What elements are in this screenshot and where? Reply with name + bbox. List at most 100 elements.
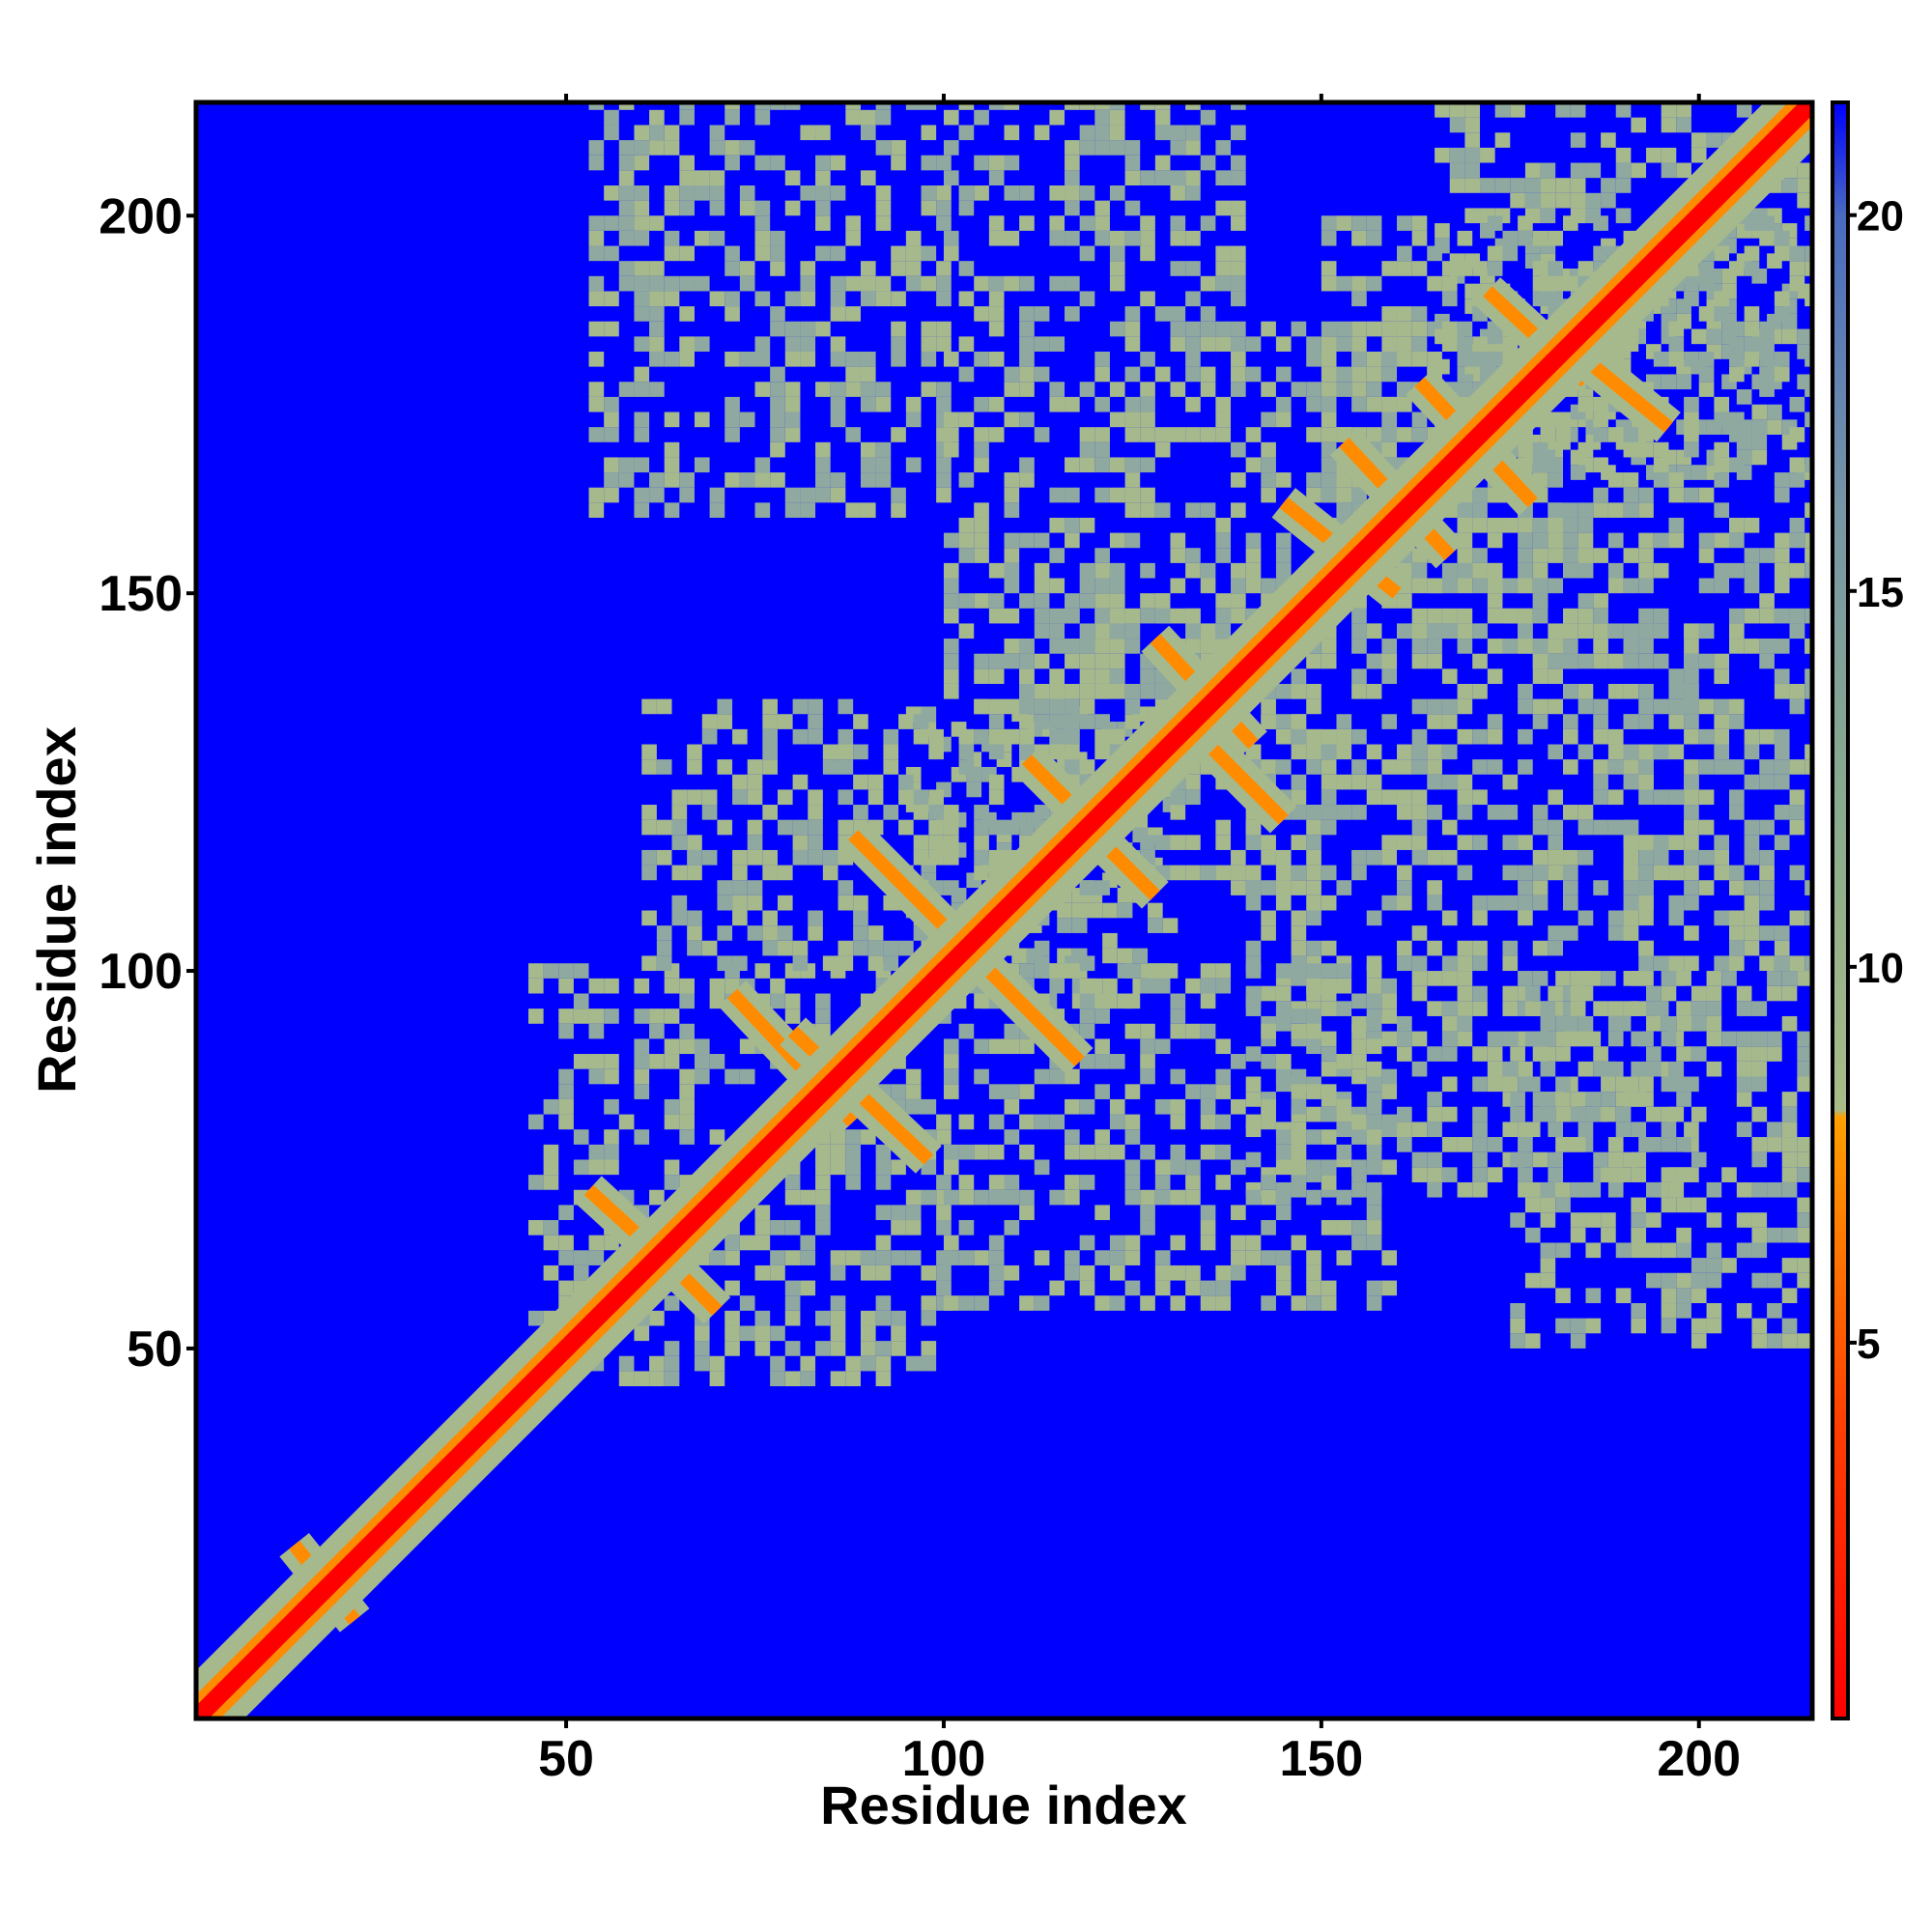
halo-cell: [649, 1189, 665, 1206]
halo-cell: [1661, 1303, 1677, 1319]
halo-cell: [634, 1009, 650, 1024]
halo-cell: [604, 291, 619, 307]
halo-cell: [1366, 1220, 1382, 1236]
halo-cell: [732, 865, 748, 881]
halo-cell: [1532, 578, 1548, 594]
halo-cell: [958, 548, 975, 563]
halo-cell: [1570, 132, 1586, 148]
halo-cell: [588, 291, 605, 307]
halo-cell: [1049, 215, 1065, 231]
halo-cell: [1336, 728, 1352, 745]
halo-cell: [641, 744, 657, 760]
halo-cell: [754, 963, 771, 979]
halo-cell: [649, 109, 665, 126]
halo-cell: [1154, 593, 1171, 609]
halo-cell: [1381, 306, 1398, 322]
halo-cell: [1140, 593, 1155, 609]
halo-cell: [1079, 1098, 1095, 1115]
halo-cell: [958, 1114, 975, 1130]
halo-cell: [1706, 328, 1722, 345]
halo-cell: [845, 102, 861, 110]
halo-cell: [1577, 593, 1594, 609]
halo-cell: [815, 200, 831, 216]
halo-cell: [724, 427, 740, 442]
halo-cell: [1094, 608, 1110, 624]
halo-cell: [875, 1159, 892, 1176]
halo-cell: [1231, 170, 1246, 185]
halo-cell: [974, 457, 989, 473]
halo-cell: [1321, 653, 1337, 669]
halo-cell: [1751, 449, 1768, 466]
halo-cell: [860, 1129, 876, 1145]
halo-cell: [1690, 1318, 1707, 1334]
halo-cell: [1684, 835, 1699, 850]
halo-cell: [1781, 178, 1798, 193]
halo-cell: [1615, 1242, 1632, 1259]
halo-cell: [845, 427, 861, 442]
halo-cell: [1714, 759, 1730, 775]
halo-cell: [1231, 1264, 1246, 1281]
halo-cell: [664, 200, 680, 216]
halo-cell: [1510, 1333, 1525, 1349]
halo-cell: [1472, 487, 1488, 503]
halo-cell: [1411, 623, 1428, 639]
halo-cell: [747, 880, 763, 895]
halo-cell: [853, 940, 868, 956]
halo-cell: [875, 396, 892, 412]
halo-cell: [1684, 668, 1699, 684]
halo-cell: [1109, 608, 1125, 624]
halo-cell: [830, 1371, 846, 1387]
halo-cell: [1661, 1288, 1677, 1304]
halo-cell: [1291, 789, 1307, 806]
halo-cell: [634, 427, 650, 442]
halo-cell: [1215, 1068, 1232, 1085]
halo-cell: [784, 1250, 801, 1265]
halo-cell: [1570, 1031, 1586, 1047]
halo-cell: [1706, 1061, 1722, 1077]
halo-cell: [1759, 382, 1775, 397]
halo-cell: [1366, 1159, 1382, 1176]
halo-cell: [1124, 230, 1141, 246]
halo-cell: [649, 215, 665, 231]
halo-cell: [1457, 985, 1473, 1002]
halo-cell: [1200, 623, 1216, 639]
halo-cell: [1124, 1084, 1141, 1099]
halo-cell: [1427, 895, 1442, 911]
halo-cell: [988, 562, 1005, 579]
halo-cell: [1615, 1167, 1632, 1182]
halo-cell: [1215, 170, 1232, 185]
halo-cell: [1464, 102, 1481, 118]
halo-cell: [1638, 714, 1654, 729]
halo-cell: [1140, 102, 1155, 110]
halo-cell: [1185, 125, 1201, 141]
halo-cell: [770, 245, 785, 262]
halo-cell: [1185, 562, 1201, 579]
halo-cell: [1140, 351, 1155, 367]
halo-cell: [1321, 1280, 1337, 1296]
halo-cell: [1744, 910, 1760, 926]
halo-cell: [1698, 382, 1715, 397]
halo-cell: [1441, 1046, 1458, 1062]
halo-cell: [1638, 759, 1654, 775]
halo-cell: [1215, 623, 1232, 639]
halo-cell: [1215, 275, 1232, 292]
halo-cell: [1698, 548, 1715, 563]
halo-cell: [1706, 1001, 1722, 1016]
halo-cell: [1094, 1054, 1110, 1069]
halo-cell: [1065, 1144, 1080, 1160]
halo-cell: [709, 1250, 725, 1265]
halo-cell: [1306, 759, 1321, 775]
halo-cell: [1427, 1001, 1442, 1016]
halo-cell: [709, 291, 725, 307]
halo-cell: [687, 744, 702, 760]
halo-cell: [936, 1205, 952, 1221]
halo-cell: [558, 1205, 574, 1221]
halo-cell: [1684, 714, 1699, 729]
halo-cell: [1570, 1318, 1586, 1334]
halo-cell: [845, 502, 861, 518]
halo-cell: [1291, 1084, 1307, 1099]
halo-cell: [988, 774, 1005, 790]
halo-cell: [1623, 759, 1639, 775]
halo-cell: [1381, 759, 1398, 775]
halo-cell: [1631, 1212, 1647, 1228]
